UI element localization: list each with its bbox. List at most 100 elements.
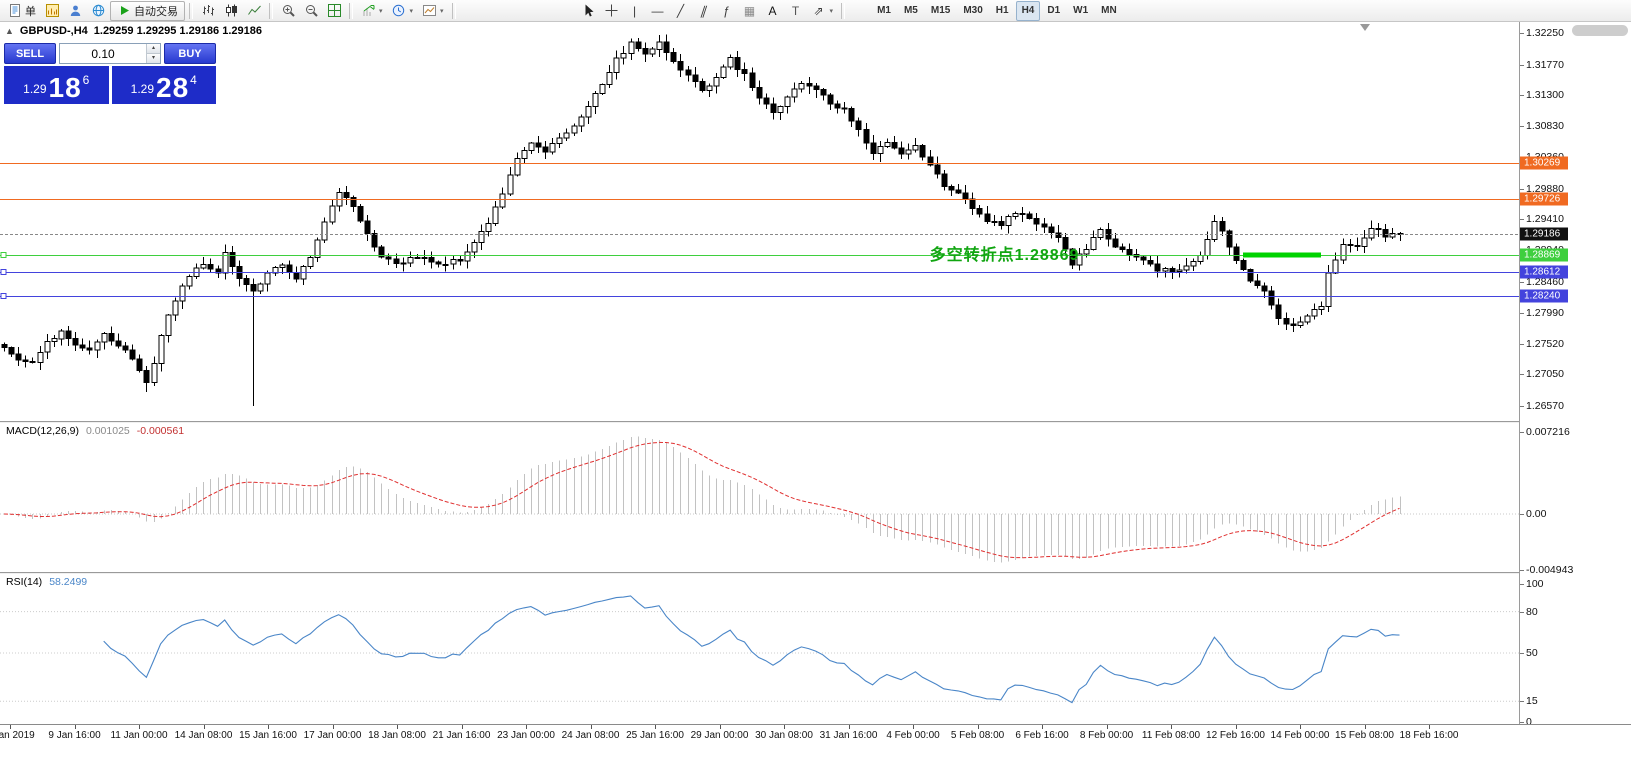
price-tag[interactable]: 1.28612 (1520, 265, 1568, 279)
axis-tick (1520, 313, 1524, 314)
profiles-button[interactable] (64, 1, 86, 21)
zoom-out-button[interactable] (300, 1, 322, 21)
toolbar-separator (269, 2, 273, 19)
candlestick-chart-button[interactable] (220, 1, 242, 21)
axis-tick (1520, 374, 1524, 375)
label-button[interactable]: T (785, 1, 807, 21)
axis-price-label: 0.00 (1526, 508, 1547, 520)
axis-tick (1520, 432, 1524, 433)
toolbar-separator (841, 2, 846, 19)
time-axis-tick (848, 725, 850, 729)
tile-windows-button[interactable] (323, 1, 345, 21)
level-lines[interactable] (0, 163, 1519, 299)
time-axis[interactable]: 8 Jan 2019 9 Jan 16:00 11 Jan 00:00 14 Jan … (0, 724, 1631, 773)
trendline-button[interactable]: ╱ (670, 1, 692, 21)
lot-size-field[interactable]: 0.10 ▴ ▾ (59, 43, 161, 64)
templates-button[interactable]: ▾ (418, 1, 448, 21)
chart-symbol-header: ▲ GBPUSD-,H4 1.29259 1.29295 1.29186 1.2… (5, 25, 262, 37)
price-tag[interactable]: 1.28869 (1520, 248, 1568, 262)
dropdown-caret-icon[interactable]: ▾ (409, 7, 414, 15)
timeframe-m5-button[interactable]: M5 (898, 1, 924, 21)
buy-price-display[interactable]: 1.29 28 4 (111, 66, 216, 104)
text-button[interactable]: A (762, 1, 784, 21)
channel-button[interactable]: ∥ (693, 1, 715, 21)
new-order-button-label: 单 (25, 5, 36, 18)
periods-button[interactable]: ▾ (388, 1, 418, 21)
fibonacci-button[interactable]: ƒ (716, 1, 738, 21)
one-click-toggle[interactable]: ▲ (5, 26, 14, 36)
autotrading-button[interactable]: 自动交易 (110, 0, 185, 21)
lot-decrease-button[interactable]: ▾ (147, 54, 160, 63)
axis-price-label: 1.29410 (1526, 213, 1564, 225)
axis-tick (1520, 33, 1524, 34)
price-axis[interactable]: 1.322501.317701.313001.308301.303601.298… (1520, 22, 1631, 728)
autotrading-button-label: 自动交易 (134, 5, 178, 18)
indicators-button[interactable]: ▾ (357, 1, 387, 21)
time-axis-label: 8 Feb 00:00 (1079, 730, 1134, 741)
buy-button[interactable]: BUY (164, 43, 216, 64)
time-axis-label: 11 Feb 08:00 (1141, 730, 1201, 741)
buy-price-main: 28 (156, 72, 190, 103)
time-axis-tick (1429, 725, 1430, 729)
price-tag[interactable]: 1.28240 (1520, 289, 1568, 303)
crosshair-tool-button[interactable] (601, 1, 623, 21)
timeframe-m30-button[interactable]: M30 (957, 1, 988, 21)
price-tag[interactable]: 1.30269 (1520, 156, 1568, 170)
chart-annotation-text[interactable]: 多空转折点1.28869 (929, 247, 1080, 265)
time-axis-tick (913, 725, 914, 729)
chart-window[interactable]: 1.322501.317701.313001.308301.303601.298… (0, 22, 1631, 773)
cursor-tool-button[interactable] (578, 1, 600, 21)
arrows-button[interactable]: ⇗ ▾ (808, 1, 838, 21)
timeframe-m15-button[interactable]: M15 (925, 1, 956, 21)
dropdown-caret-icon[interactable]: ▾ (379, 7, 383, 15)
time-axis-label: 30 Jan 08:00 (755, 730, 813, 741)
macd-indicator-label: MACD(12,26,9) 0.001025 -0.000561 (6, 425, 184, 437)
timeframe-w1-button-label: W1 (1073, 5, 1089, 16)
sell-price-display[interactable]: 1.29 18 6 (4, 66, 109, 104)
bar-chart-button[interactable] (197, 1, 219, 21)
timeframe-h1-button[interactable]: H1 (990, 1, 1015, 21)
timeframe-d1-button[interactable]: D1 (1041, 1, 1066, 21)
timeframe-w1-button[interactable]: W1 (1067, 1, 1094, 21)
tile-windows-icon (327, 4, 341, 17)
sell-price-main: 18 (48, 72, 82, 103)
axis-price-label: 0.007216 (1526, 426, 1570, 438)
profiles-icon (68, 4, 82, 17)
axis-tick (1520, 701, 1524, 702)
timeframe-m1-button[interactable]: M1 (871, 1, 897, 21)
time-axis-label: 14 Feb 00:00 (1270, 730, 1330, 741)
pane-separator[interactable] (0, 421, 1631, 422)
trendline-icon: ╱ (676, 3, 685, 18)
rsi-indicator-label: RSI(14) 58.2499 (6, 576, 87, 588)
axis-tick (1520, 65, 1524, 66)
dropdown-caret-icon[interactable]: ▾ (829, 7, 834, 15)
axis-price-label: 1.27520 (1526, 338, 1564, 350)
timeframe-h4-button[interactable]: H4 (1015, 0, 1041, 21)
new-order-button[interactable]: 单 (4, 1, 40, 21)
community-button[interactable] (87, 1, 109, 21)
scrollbar-thumb[interactable] (1572, 25, 1628, 36)
zoom-in-button[interactable] (277, 1, 299, 21)
time-axis-tick (655, 725, 656, 729)
chart-shift-marker[interactable] (1360, 24, 1370, 31)
timeframe-d1-button-label: D1 (1047, 5, 1061, 16)
axis-tick (1520, 570, 1524, 571)
grid-button[interactable]: ▦ (739, 1, 761, 21)
pane-separator[interactable] (0, 572, 1631, 573)
timeframe-mn-button[interactable]: MN (1095, 1, 1123, 21)
price-tag[interactable]: 1.29726 (1520, 192, 1568, 206)
timeframe-m5-button-label: M5 (903, 5, 918, 16)
time-axis-tick (203, 725, 205, 729)
chart-canvas[interactable] (0, 22, 1519, 724)
vertical-line-button[interactable]: | (624, 1, 646, 21)
axis-price-label: 1.31300 (1526, 89, 1564, 101)
charts-button[interactable] (41, 1, 63, 21)
dropdown-caret-icon[interactable]: ▾ (440, 7, 444, 15)
horizontal-line-button[interactable]: — (647, 1, 669, 21)
line-chart-button[interactable] (243, 1, 265, 21)
axis-price-label: 1.31770 (1526, 59, 1564, 71)
sell-button[interactable]: SELL (4, 43, 56, 64)
lot-increase-button[interactable]: ▴ (147, 44, 160, 54)
horizontal-line-icon: — (651, 3, 664, 18)
